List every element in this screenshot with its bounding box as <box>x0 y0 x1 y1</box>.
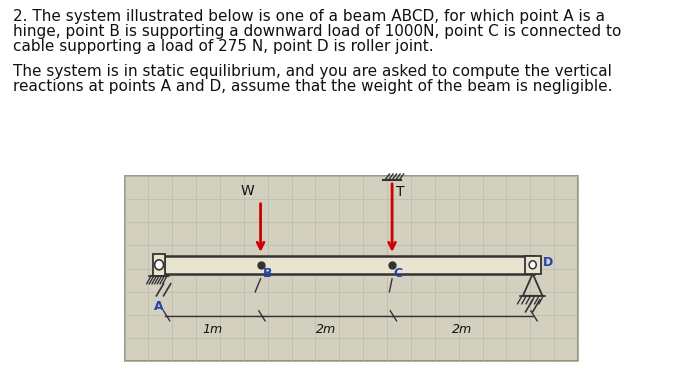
Text: W: W <box>241 184 254 198</box>
Text: T: T <box>395 185 404 199</box>
Text: A: A <box>154 300 164 313</box>
Bar <box>164 256 535 274</box>
Text: The system is in static equilibrium, and you are asked to compute the vertical: The system is in static equilibrium, and… <box>13 64 612 79</box>
Bar <box>525 256 540 274</box>
Text: 1m: 1m <box>203 323 223 336</box>
Circle shape <box>155 260 164 270</box>
Text: cable supporting a load of 275 N, point D is roller joint.: cable supporting a load of 275 N, point … <box>13 39 434 54</box>
Text: C: C <box>394 267 403 280</box>
Text: D: D <box>543 256 554 269</box>
Text: 2m: 2m <box>316 323 337 336</box>
Text: B: B <box>263 267 273 280</box>
Bar <box>153 254 165 276</box>
Text: hinge, point B is supporting a downward load of 1000N, point C is connected to: hinge, point B is supporting a downward … <box>13 24 622 39</box>
Text: 2m: 2m <box>452 323 472 336</box>
Bar <box>125 176 578 361</box>
Circle shape <box>529 261 536 269</box>
Text: 2. The system illustrated below is one of a beam ABCD, for which point A is a: 2. The system illustrated below is one o… <box>13 9 605 24</box>
Text: reactions at points A and D, assume that the weight of the beam is negligible.: reactions at points A and D, assume that… <box>13 79 612 94</box>
